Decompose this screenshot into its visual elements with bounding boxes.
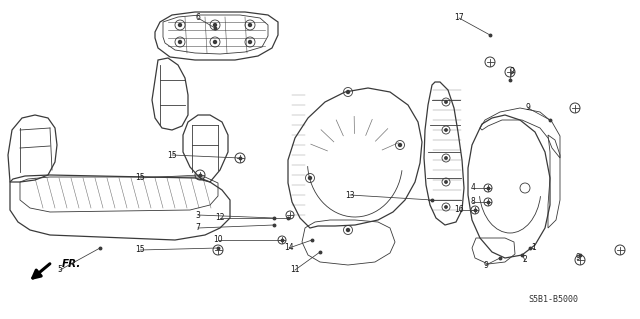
Circle shape [179,41,182,43]
Text: 11: 11 [291,265,300,275]
Text: 6: 6 [196,13,200,23]
Circle shape [445,206,447,208]
Text: 9: 9 [484,261,488,270]
Text: 16: 16 [454,205,464,214]
Circle shape [399,144,401,146]
Text: 15: 15 [167,151,177,160]
Circle shape [214,41,216,43]
Text: 15: 15 [135,174,145,182]
Text: S5B1-B5000: S5B1-B5000 [528,295,578,305]
Text: 4: 4 [470,183,476,192]
Text: 17: 17 [454,13,464,23]
Text: 8: 8 [470,197,476,206]
Circle shape [445,129,447,131]
Text: 10: 10 [213,235,223,244]
Text: 1: 1 [532,243,536,253]
Circle shape [179,24,182,26]
Circle shape [308,176,312,180]
Text: 2: 2 [523,256,527,264]
Text: 13: 13 [345,190,355,199]
Text: 3: 3 [196,211,200,219]
Circle shape [248,24,252,26]
Text: FR.: FR. [62,259,81,269]
Text: 9: 9 [509,68,515,77]
Text: 9: 9 [575,254,580,263]
Text: 7: 7 [196,224,200,233]
Text: 5: 5 [58,265,63,275]
Circle shape [346,91,349,93]
Circle shape [346,228,349,232]
Circle shape [445,181,447,183]
Text: 9: 9 [525,103,531,113]
Text: 14: 14 [284,243,294,253]
Text: 15: 15 [135,246,145,255]
Circle shape [248,41,252,43]
Circle shape [445,157,447,159]
Circle shape [445,101,447,103]
Text: 12: 12 [215,213,225,222]
Circle shape [214,24,216,26]
